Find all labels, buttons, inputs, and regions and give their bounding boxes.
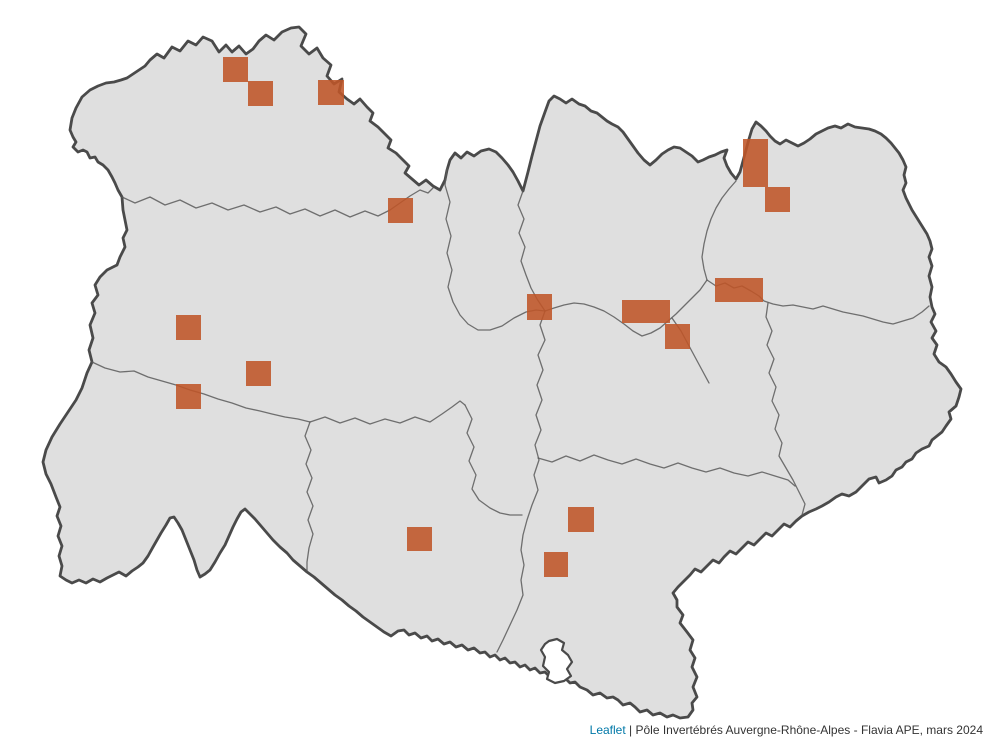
grid-square-marker[interactable] <box>248 81 273 106</box>
grid-square-marker[interactable] <box>568 507 594 532</box>
grid-square-marker[interactable] <box>527 294 552 320</box>
enclave-hole <box>539 637 574 685</box>
grid-square-marker[interactable] <box>743 139 768 187</box>
attribution-bar: Leaflet | Pôle Invertébrés Auvergne-Rhôn… <box>587 723 985 739</box>
attribution-text: Pôle Invertébrés Auvergne-Rhône-Alpes - … <box>635 723 983 738</box>
grid-square-marker[interactable] <box>407 527 432 551</box>
grid-square-marker[interactable] <box>544 552 568 577</box>
region-outline <box>41 25 963 720</box>
leaflet-attribution-link[interactable]: Leaflet <box>589 723 626 738</box>
occurrence-markers-layer <box>176 57 790 577</box>
grid-square-marker[interactable] <box>246 361 271 386</box>
grid-square-marker[interactable] <box>223 57 248 82</box>
grid-square-marker[interactable] <box>388 198 413 223</box>
grid-square-marker[interactable] <box>318 80 344 105</box>
grid-square-marker[interactable] <box>176 384 201 409</box>
grid-square-marker[interactable] <box>176 315 201 340</box>
attribution-separator: | <box>625 723 636 738</box>
grid-square-marker[interactable] <box>715 278 763 302</box>
grid-square-marker[interactable] <box>765 187 790 212</box>
grid-square-marker[interactable] <box>622 300 670 323</box>
grid-square-marker[interactable] <box>665 324 690 349</box>
